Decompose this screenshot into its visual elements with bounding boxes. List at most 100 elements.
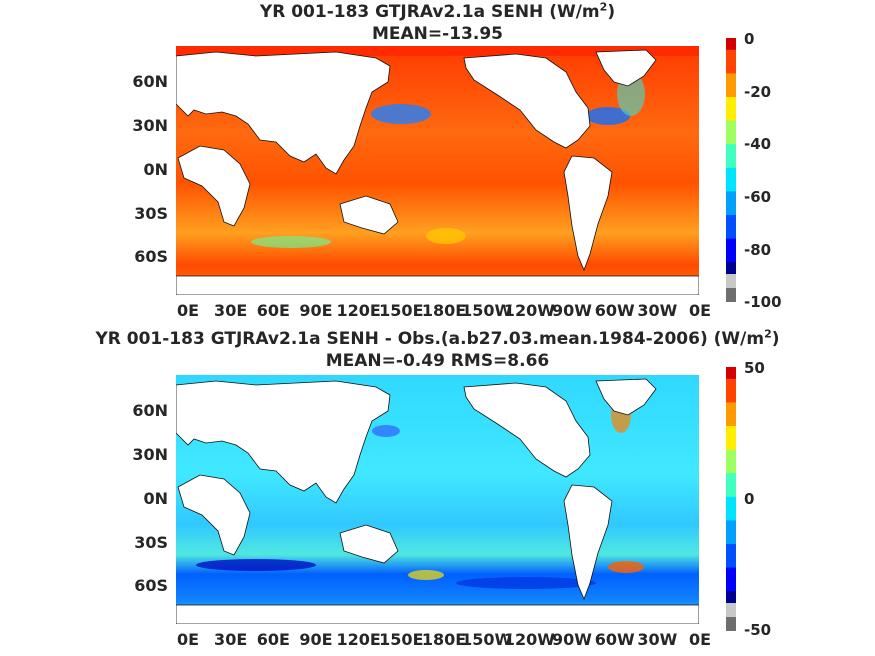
chart2-colorbar-step <box>726 449 736 462</box>
chart1-xtick: 30W <box>637 301 678 320</box>
chart1-colorbar-step <box>726 226 736 240</box>
chart1-colorbar-step <box>726 250 736 263</box>
chart2-colorbar-step <box>726 544 736 557</box>
chart2-land <box>176 378 699 624</box>
chart1-arctic-band <box>176 46 699 56</box>
chart1-xtick: 0E <box>176 301 200 320</box>
chart1-xtick: 60E <box>256 301 290 320</box>
chart2-colorbar-step <box>726 591 736 604</box>
chart2-xtick: 180E <box>421 630 467 649</box>
chart1-title: YR 001-183 GTJRAv2.1a SENH (W/m2) <box>259 0 616 22</box>
chart2-colorbar-outofrange <box>726 603 736 617</box>
chart1-xtick: 60W <box>594 301 635 320</box>
chart1-southern-feature <box>251 236 331 248</box>
chart1-xtick: 120W <box>503 301 555 320</box>
chart2-colorbar-step <box>726 496 736 510</box>
chart1-colorbar-outofrange <box>726 274 736 288</box>
chart1-colorbar-svg <box>726 38 736 302</box>
chart2-southern-low <box>196 559 316 571</box>
chart1-colorbar-step <box>726 61 736 74</box>
chart2-cbar-tick: 0 <box>744 490 755 508</box>
chart1-colorbar-step <box>726 73 736 86</box>
chart2-xtick: 60W <box>594 630 635 649</box>
chart2-colorbar-step <box>726 520 736 533</box>
chart1-colorbar-outofrange <box>726 288 736 302</box>
chart1-ytick: 60N <box>132 72 168 91</box>
chart1-colorbar-step <box>726 215 736 228</box>
chart1-cbar-tick: -100 <box>744 293 782 311</box>
chart2-xtick: 120E <box>336 630 381 649</box>
chart2-xtick: 60E <box>256 630 290 649</box>
chart2-colorbar-step <box>726 378 736 392</box>
chart2-colorbar-step <box>726 532 736 545</box>
chart2-xtick: 150E <box>379 630 424 649</box>
chart2-subtitle: MEAN=-0.49 RMS=8.66 <box>325 351 550 371</box>
chart2-pacific-southern-low <box>456 577 596 589</box>
chart2-colorbar-step <box>726 508 736 521</box>
chart2-kuroshio-low <box>372 425 400 437</box>
chart1-xtick: 150E <box>379 301 424 320</box>
chart2-colorbar-step <box>726 390 736 403</box>
chart2-colorbar-outofrange <box>726 617 736 631</box>
chart1-cbar-tick: -60 <box>744 188 772 206</box>
chart1-colorbar <box>726 38 736 302</box>
chart2-xtick: 30W <box>637 630 678 649</box>
chart2-colorbar-step <box>726 555 736 569</box>
chart2-map <box>176 375 699 624</box>
chart2-xtick: 0E <box>688 630 712 649</box>
chart2-colorbar-step <box>726 437 736 451</box>
chart1-cbar-tick: -40 <box>744 135 772 153</box>
chart1-colorbar-step <box>726 179 736 192</box>
chart2-colorbar <box>726 367 736 631</box>
chart2-colorbar-step <box>726 567 736 580</box>
chart1-ytick: 60S <box>134 247 168 266</box>
chart1-colorbar-step <box>726 132 736 145</box>
chart1-colorbar-step <box>726 85 736 98</box>
chart2-ytick: 30S <box>134 533 168 552</box>
chart1-xtick: 90W <box>552 301 592 320</box>
chart1-xtick: 150W <box>461 301 513 320</box>
chart2-tasman-high <box>408 570 444 580</box>
chart2-xtick: 90E <box>299 630 333 649</box>
chart1-xtick: 180E <box>421 301 467 320</box>
chart2-cbar-tick: 50 <box>744 359 765 377</box>
chart2-colorbar-step <box>726 579 736 592</box>
chart1-ytick: 0N <box>143 160 168 179</box>
chart1-colorbar-step <box>726 167 736 181</box>
chart1-colorbar-step <box>726 156 736 169</box>
chart1-colorbar-step <box>726 144 736 157</box>
chart2-atlantic-high <box>608 561 644 573</box>
chart1-colorbar-step <box>726 108 736 122</box>
chart2-colorbar-step <box>726 426 736 439</box>
chart1-xtick: 0E <box>688 301 712 320</box>
chart1-colorbar-step <box>726 49 736 63</box>
chart2-ytick: 60N <box>132 401 168 420</box>
chart1-ytick: 30S <box>134 204 168 223</box>
chart1-subtitle: MEAN=-13.95 <box>372 24 503 44</box>
chart2-colorbar-svg <box>726 367 736 631</box>
chart2-colorbar-step <box>726 461 736 474</box>
chart2-colorbar-step <box>726 485 736 498</box>
chart2-ytick: 0N <box>143 489 168 508</box>
chart1-colorbar-step <box>726 262 736 275</box>
chart1-land <box>176 49 699 295</box>
chart1-xtick: 90E <box>299 301 333 320</box>
chart2-colorbar-step <box>726 402 736 415</box>
chart2-xtick: 0E <box>176 630 200 649</box>
chart2-ytick: 60S <box>134 576 168 595</box>
chart1-kuroshio-feature <box>371 104 431 124</box>
chart1-colorbar-step <box>726 238 736 251</box>
chart2-colorbar-step <box>726 414 736 427</box>
chart2-title: YR 001-183 GTJRAv2.1a SENH - Obs.(a.b27.… <box>95 327 780 349</box>
chart2-xtick: 30E <box>214 630 248 649</box>
chart1-colorbar-step <box>726 38 736 51</box>
chart1-map-svg <box>176 46 699 295</box>
chart1-colorbar-step <box>726 120 736 133</box>
chart2-colorbar-step <box>726 367 736 380</box>
chart1-cbar-tick: -80 <box>744 241 772 259</box>
chart1-xtick: 30E <box>214 301 248 320</box>
chart1-colorbar-step <box>726 203 736 216</box>
chart2-xtick: 90W <box>552 630 592 649</box>
chart2-map-svg <box>176 375 699 624</box>
chart2-ytick: 30N <box>132 445 168 464</box>
